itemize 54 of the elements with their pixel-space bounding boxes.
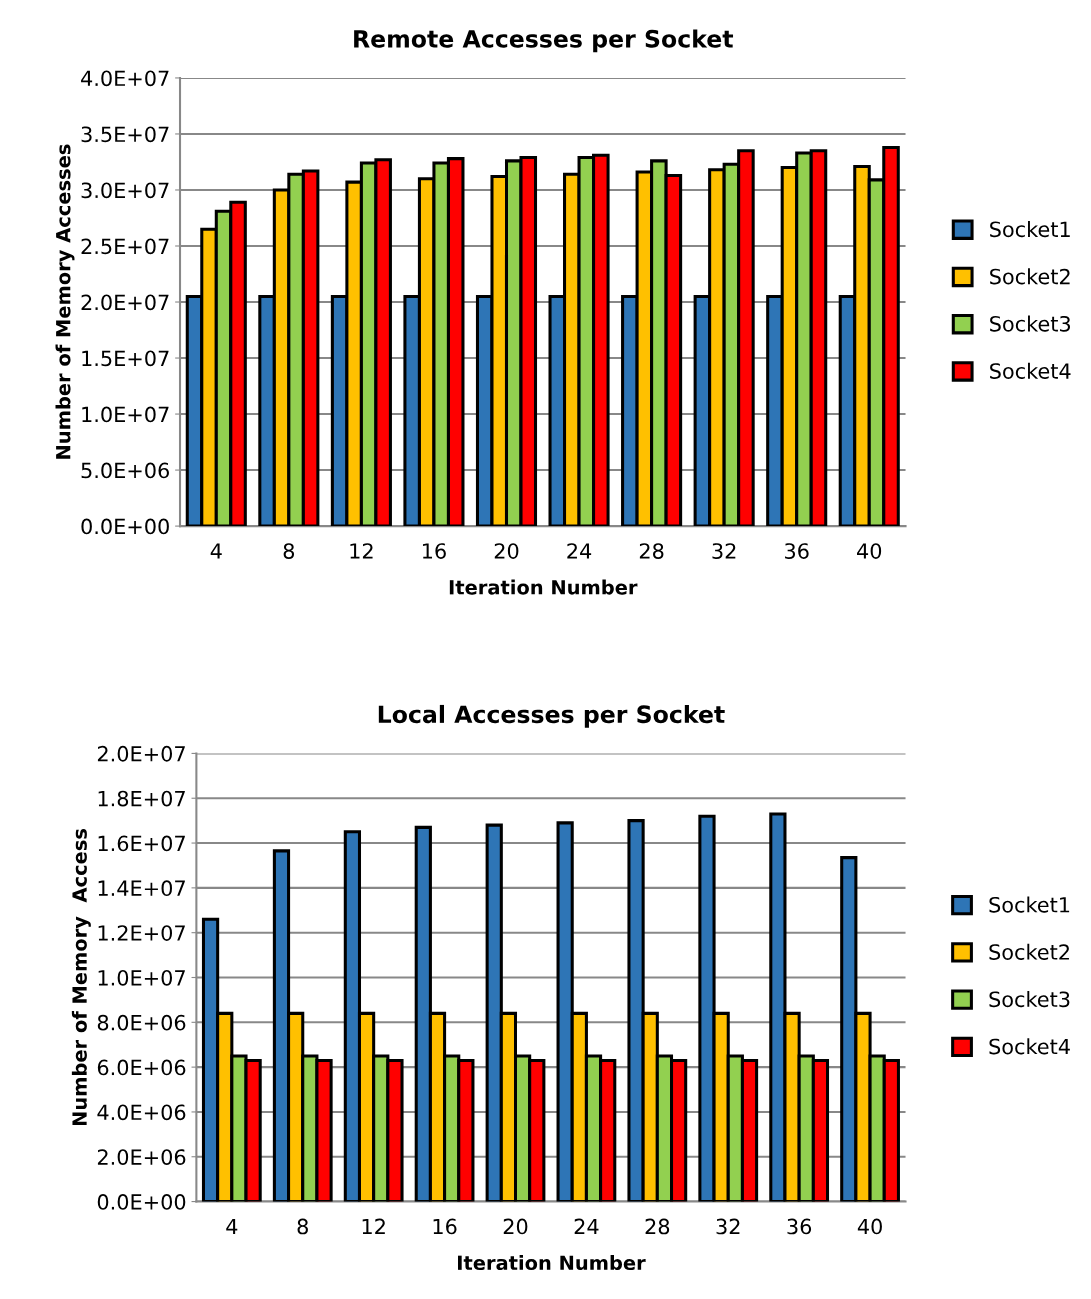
x-tick-label: 40 xyxy=(857,543,882,559)
y-tick-label: 4.0E+07 xyxy=(81,70,169,87)
x-tick-label: 36 xyxy=(785,543,809,559)
y-tick-label: 1.5E+07 xyxy=(82,350,169,367)
x-tick-label: 40 xyxy=(857,1218,882,1235)
x-tick-label: 20 xyxy=(494,543,519,559)
x-tick-label: 32 xyxy=(716,1218,740,1235)
chart-title: Remote Accesses per Socket xyxy=(354,29,734,53)
y-tick-label: 0.0E+00 xyxy=(81,518,169,535)
legend-label: Socket1 xyxy=(990,221,1070,238)
x-tick-label: 12 xyxy=(362,1218,385,1235)
x-tick-label: 8 xyxy=(297,1218,308,1235)
legend-label: Socket1 xyxy=(989,896,1070,913)
y-tick-label: 4.0E+06 xyxy=(97,1104,186,1121)
x-tick-label: 28 xyxy=(645,1218,670,1235)
legend-label: Socket2 xyxy=(990,268,1070,285)
x-tick-label: 24 xyxy=(567,543,592,559)
x-tick-label: 8 xyxy=(283,543,295,559)
y-tick-label: 1.4E+07 xyxy=(98,880,185,897)
legend-label: Socket3 xyxy=(990,315,1071,332)
y-tick-label: 3.0E+07 xyxy=(81,182,169,199)
x-tick-label: 4 xyxy=(210,543,222,559)
y-tick-label: 3.5E+07 xyxy=(81,126,169,143)
legend-label: Socket2 xyxy=(989,943,1069,960)
legend-label: Socket3 xyxy=(989,991,1070,1008)
y-tick-label: 1.8E+07 xyxy=(98,790,185,807)
x-tick-label: 24 xyxy=(574,1218,599,1235)
y-tick-label: 2.0E+06 xyxy=(97,1149,186,1165)
legend-label: Socket4 xyxy=(990,362,1071,379)
x-tick-label: 32 xyxy=(712,543,736,559)
x-axis-title: Iteration Number xyxy=(458,1255,646,1271)
chart-title: Local Accesses per Socket xyxy=(378,704,725,728)
x-tick-label: 20 xyxy=(503,1218,528,1235)
y-axis-title: Number of Memory Accesses xyxy=(55,144,75,459)
x-tick-label: 12 xyxy=(350,543,373,559)
x-tick-label: 16 xyxy=(433,1218,457,1235)
y-tick-label: 2.5E+07 xyxy=(81,238,169,255)
y-tick-label: 1.6E+07 xyxy=(98,835,185,852)
y-tick-label: 2.0E+07 xyxy=(81,294,169,311)
y-tick-label: 6.0E+06 xyxy=(97,1059,186,1076)
y-axis-title: Number of Memory Access xyxy=(71,829,91,1126)
y-tick-label: 1.0E+07 xyxy=(98,969,185,986)
x-tick-label: 28 xyxy=(639,543,664,559)
x-tick-label: 16 xyxy=(422,543,446,559)
y-tick-label: 0.0E+00 xyxy=(97,1194,186,1210)
x-axis-title: Iteration Number xyxy=(449,579,638,595)
x-tick-label: 4 xyxy=(226,1218,238,1235)
y-tick-label: 8.0E+06 xyxy=(97,1014,186,1031)
y-tick-label: 5.0E+06 xyxy=(81,462,169,479)
y-tick-label: 1.0E+07 xyxy=(82,406,169,423)
x-tick-label: 36 xyxy=(787,1218,812,1235)
y-tick-label: 2.0E+07 xyxy=(97,745,185,762)
legend-label: Socket4 xyxy=(989,1038,1070,1055)
y-tick-label: 1.2E+07 xyxy=(98,925,185,941)
